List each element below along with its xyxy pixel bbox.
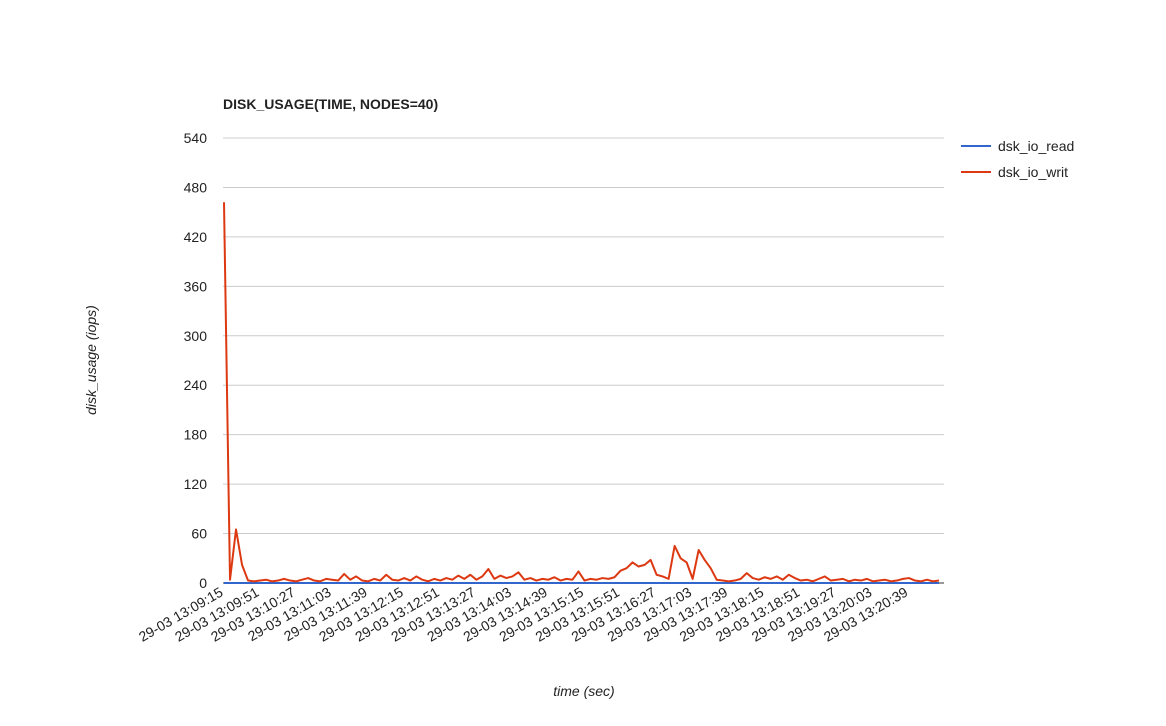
legend-label: dsk_io_read xyxy=(998,138,1074,154)
y-tick-label: 480 xyxy=(184,179,208,195)
y-tick-label: 540 xyxy=(184,130,208,146)
legend-label: dsk_io_writ xyxy=(998,164,1068,180)
y-tick-label: 180 xyxy=(184,427,208,443)
y-tick-label: 60 xyxy=(191,526,207,542)
y-tick-label: 420 xyxy=(184,229,208,245)
y-tick-label: 240 xyxy=(184,377,208,393)
y-tick-label: 360 xyxy=(184,278,208,294)
series-line xyxy=(223,202,940,583)
y-tick-label: 0 xyxy=(199,575,207,591)
y-tick-label: 120 xyxy=(184,476,208,492)
y-tick-label: 300 xyxy=(184,328,208,344)
chart-title: DISK_USAGE(TIME, NODES=40) xyxy=(223,96,438,112)
y-axis-label: disk_usage (iops) xyxy=(83,305,99,415)
x-axis-label: time (sec) xyxy=(553,683,614,699)
